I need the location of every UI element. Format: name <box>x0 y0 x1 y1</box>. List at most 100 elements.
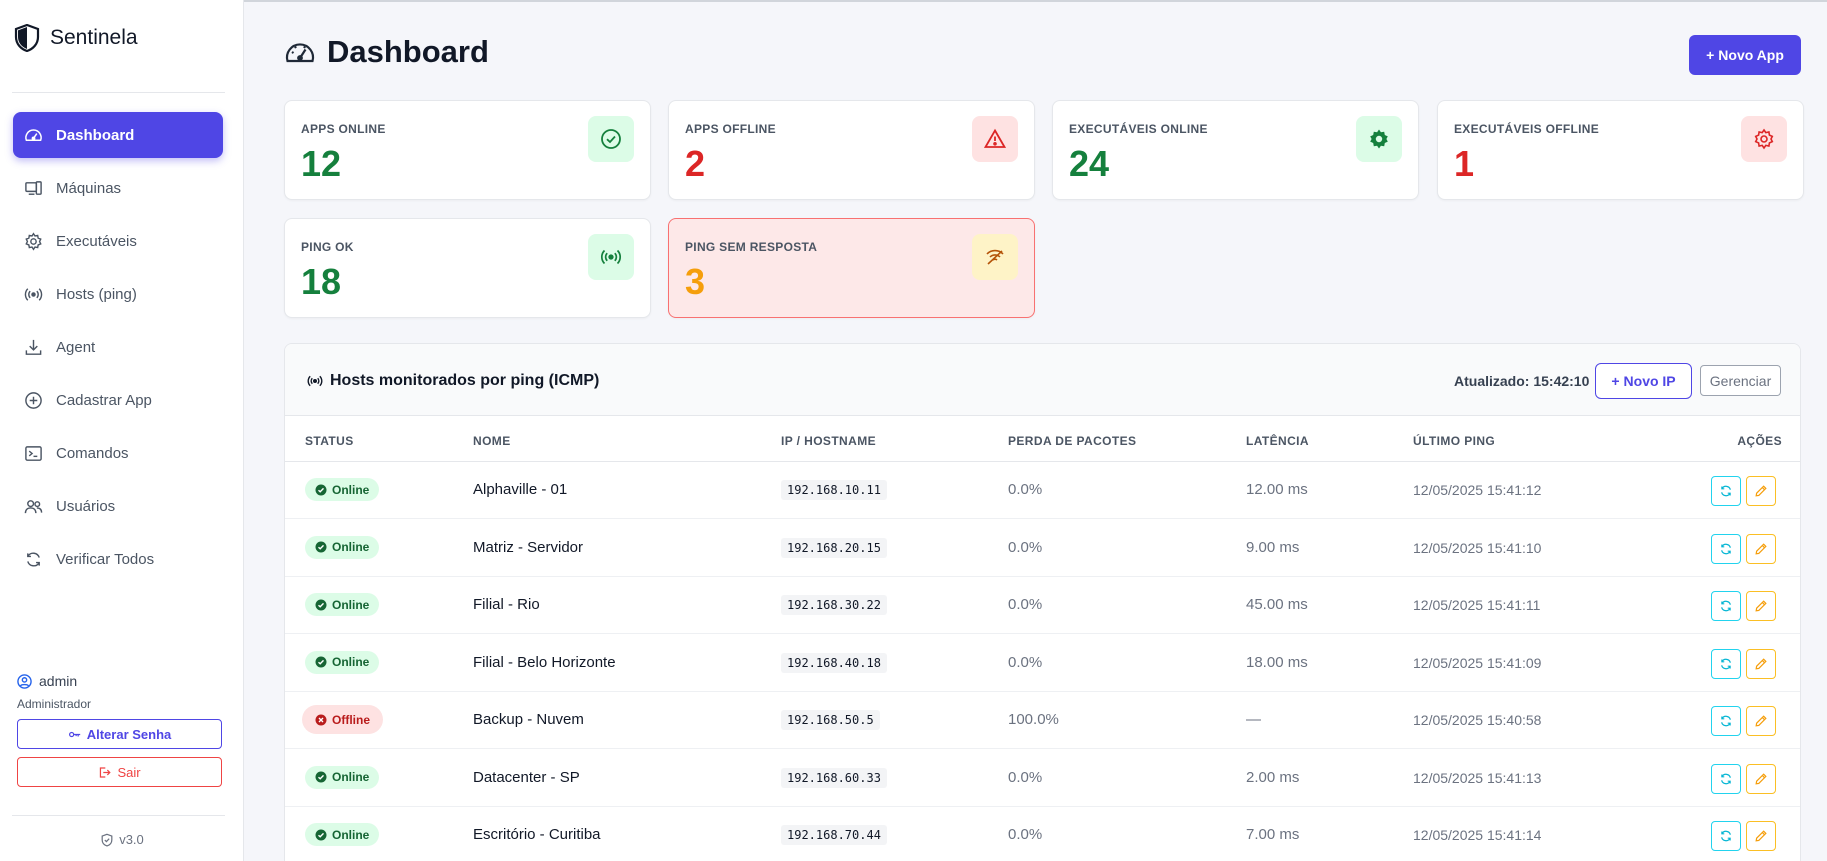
page-title: Dashboard <box>284 34 489 70</box>
check-circle-icon <box>315 771 327 783</box>
card-label: APPS ONLINE <box>301 122 386 136</box>
card-apps-online: APPS ONLINE 12 <box>284 100 651 200</box>
card-label: EXECUTÁVEIS ONLINE <box>1069 122 1208 136</box>
check-circle-icon <box>315 599 327 611</box>
packet-loss: 0.0% <box>1008 653 1043 671</box>
status-badge: Online <box>305 478 380 501</box>
ping-now-button[interactable] <box>1711 821 1741 851</box>
status-text: Online <box>332 827 370 842</box>
broadcast-off-icon <box>972 234 1018 280</box>
new-ip-button[interactable]: + Novo IP <box>1595 363 1692 399</box>
host-ip: 192.168.40.18 <box>781 652 887 673</box>
sidebar-item-cadastrar-app[interactable]: Cadastrar App <box>13 377 223 423</box>
sidebar-item-label: Executáveis <box>56 232 137 250</box>
edit-host-button[interactable] <box>1746 648 1776 679</box>
check-circle-icon <box>315 484 327 496</box>
sidebar-item-hosts-ping[interactable]: Hosts (ping) <box>13 271 223 317</box>
sidebar-item-comandos[interactable]: Comandos <box>13 430 223 476</box>
packet-loss: 0.0% <box>1008 768 1043 786</box>
card-ping-sem-resposta: PING SEM RESPOSTA 3 <box>668 218 1035 318</box>
status-badge: Offline <box>305 708 380 731</box>
edit-host-button[interactable] <box>1746 821 1776 851</box>
new-app-button[interactable]: + Novo App <box>1689 35 1801 75</box>
sidebar-item-label: Cadastrar App <box>56 391 152 409</box>
warning-icon <box>972 116 1018 162</box>
sidebar-item-maquinas[interactable]: Máquinas <box>13 165 223 211</box>
status-text: Online <box>332 770 370 784</box>
card-apps-offline: APPS OFFLINE 2 <box>668 100 1035 200</box>
ping-now-button[interactable] <box>1711 706 1741 736</box>
latency: 2.00 ms <box>1246 768 1300 786</box>
column-header-actions: AÇÕES <box>1737 434 1782 448</box>
logout-label: Sair <box>117 764 141 780</box>
edit-host-button[interactable] <box>1746 763 1776 794</box>
card-label: PING OK <box>301 240 354 254</box>
pencil-icon <box>1754 657 1768 671</box>
updated-timestamp: Atualizado: 15:42:10 <box>1454 373 1590 389</box>
packet-loss: 0.0% <box>1008 826 1043 843</box>
sidebar-divider <box>12 92 225 93</box>
hosts-panel-title-text: Hosts monitorados por ping (ICMP) <box>330 372 600 389</box>
latency: 18.00 ms <box>1246 653 1308 671</box>
ping-now-button[interactable] <box>1711 476 1741 506</box>
card-ping-ok: PING OK 18 <box>284 218 651 318</box>
check-circle-icon <box>315 829 327 841</box>
packet-loss: 0.0% <box>1008 538 1043 556</box>
last-ping: 12/05/2025 15:40:58 <box>1413 712 1542 728</box>
host-name: Backup - Nuvem <box>473 711 584 728</box>
host-ip: 192.168.10.11 <box>781 480 887 500</box>
sidebar-item-label: Agent <box>56 338 96 356</box>
manage-button[interactable]: Gerenciar <box>1700 365 1781 396</box>
status-badge: Online <box>305 650 380 674</box>
gear-icon <box>25 231 42 251</box>
sidebar-item-label: Dashboard <box>56 126 135 144</box>
logout-button[interactable]: Sair <box>17 757 222 787</box>
ping-now-button[interactable] <box>1711 763 1741 794</box>
host-ip: 192.168.70.44 <box>781 825 887 845</box>
brand[interactable]: Sentinela <box>14 24 138 52</box>
status-badge: Online <box>305 593 380 616</box>
refresh-icon <box>27 551 40 567</box>
card-value: 12 <box>301 143 342 184</box>
last-ping: 12/05/2025 15:41:12 <box>1413 482 1542 498</box>
ping-now-button[interactable] <box>1711 648 1741 679</box>
edit-host-button[interactable] <box>1746 591 1776 621</box>
ping-now-button[interactable] <box>1711 533 1741 564</box>
status-text: Offline <box>332 712 370 727</box>
status-text: Online <box>332 540 370 554</box>
users-icon <box>24 499 43 513</box>
edit-host-button[interactable] <box>1746 706 1776 736</box>
sidebar: Sentinela Dashboard Máquinas Executáveis… <box>0 0 244 861</box>
refresh-icon <box>1719 829 1733 843</box>
table-row: Offline Backup - Nuvem 192.168.50.5 100.0% —… <box>285 692 1800 749</box>
edit-host-button[interactable] <box>1746 476 1776 506</box>
sidebar-item-dashboard[interactable]: Dashboard <box>13 112 223 158</box>
ping-now-button[interactable] <box>1711 591 1741 621</box>
page-title-text: Dashboard <box>327 34 489 69</box>
pencil-icon <box>1754 599 1768 613</box>
latency: 45.00 ms <box>1246 596 1308 613</box>
pencil-icon <box>1754 714 1768 728</box>
sidebar-item-agent[interactable]: Agent <box>13 324 223 370</box>
edit-host-button[interactable] <box>1746 533 1776 564</box>
card-label: PING SEM RESPOSTA <box>685 240 818 254</box>
sidebar-item-label: Usuários <box>56 497 116 515</box>
last-ping: 12/05/2025 15:41:13 <box>1413 769 1542 786</box>
host-ip: 192.168.50.5 <box>781 710 880 730</box>
last-ping: 12/05/2025 15:41:11 <box>1413 597 1541 613</box>
change-password-button[interactable]: Alterar Senha <box>17 719 222 749</box>
card-value: 18 <box>301 261 342 302</box>
check-circle-icon <box>588 116 634 162</box>
table-row: Online Filial - Rio 192.168.30.22 0.0% 45.00… <box>285 577 1800 634</box>
sidebar-item-executaveis[interactable]: Executáveis <box>13 218 223 264</box>
card-label: APPS OFFLINE <box>685 122 776 136</box>
change-password-label: Alterar Senha <box>86 726 172 742</box>
column-header-last-ping: ÚLTIMO PING <box>1413 434 1496 448</box>
sidebar-item-usuarios[interactable]: Usuários <box>13 483 223 529</box>
gauge-icon <box>25 128 42 141</box>
version-info: v3.0 <box>0 832 244 847</box>
table-row: Online Datacenter - SP 192.168.60.33 0.0% 2.… <box>285 750 1800 807</box>
user-info: admin <box>17 673 222 689</box>
sidebar-item-verificar-todos[interactable]: Verificar Todos <box>13 536 223 582</box>
card-label: EXECUTÁVEIS OFFLINE <box>1454 122 1600 136</box>
